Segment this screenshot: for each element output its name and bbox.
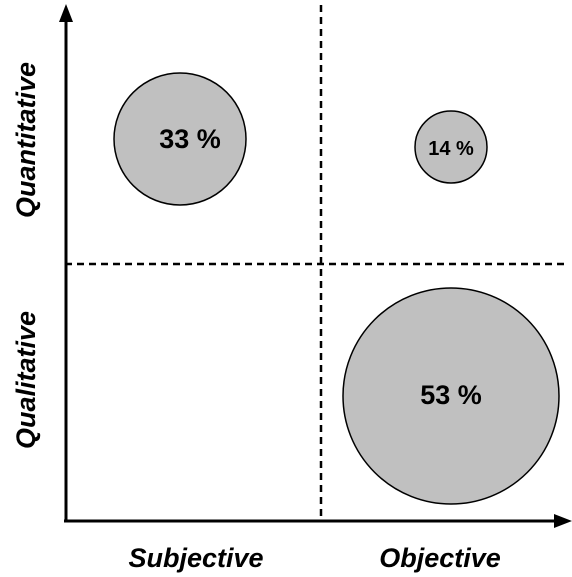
bubble-objective-qualitative: 53 % xyxy=(342,287,560,505)
y-axis-arrowhead xyxy=(59,4,73,22)
x-axis-arrowhead xyxy=(554,514,572,528)
bubble-label: 33 % xyxy=(159,124,221,154)
x-axis-left-label: Subjective xyxy=(128,543,263,573)
bubble-label: 14 % xyxy=(428,138,474,160)
bubble-subjective-quantitative: 33 % xyxy=(113,72,247,206)
y-axis-bottom-label: Qualitative xyxy=(11,311,41,449)
bubble-label: 53 % xyxy=(420,380,482,410)
x-axis-right-label: Objective xyxy=(379,543,501,573)
bubble-objective-quantitative: 14 % xyxy=(414,110,488,184)
y-axis-top-label: Quantitative xyxy=(11,62,41,218)
